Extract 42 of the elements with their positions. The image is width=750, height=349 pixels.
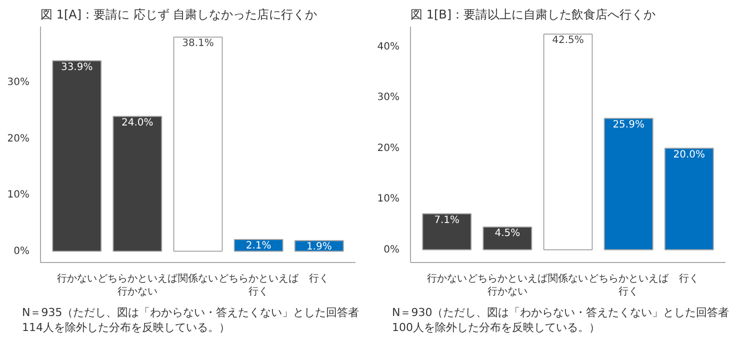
data-label: 4.5% (494, 228, 520, 239)
bar (604, 118, 654, 250)
data-label: 20.0% (673, 149, 706, 160)
chart-title: 図 1[A]：要請に 応じず 自粛しなかった店に行くか (40, 8, 318, 22)
data-label: 33.9% (60, 62, 93, 73)
data-label: 38.1% (182, 38, 214, 50)
y-tick-label: 0% (384, 244, 400, 256)
x-tick-label: どちらかといえば行かない (97, 274, 178, 298)
y-tick-label: 10% (7, 190, 30, 201)
bar (664, 148, 714, 250)
chart-title: 図 1[B]：要請以上に自粛した飲食店へ行くか (410, 8, 656, 22)
y-tick-label: 30% (7, 77, 30, 88)
bar (543, 34, 593, 250)
x-tick-label: 行く (679, 274, 700, 284)
data-label: 2.1% (246, 240, 272, 252)
bar (173, 36, 223, 252)
y-tick-label: 40% (377, 41, 400, 52)
y-tick-label: 30% (377, 92, 400, 104)
x-tick-label: 行かない (426, 274, 467, 284)
data-label: 24.0% (122, 117, 154, 128)
y-tick-label: 0% (14, 246, 30, 257)
bar (422, 213, 472, 250)
bar (234, 238, 284, 252)
text: N＝935（ただし、図は「わからない・答えたくない」とした回答者114人を除外した分布を反映している。） (22, 305, 360, 335)
x-tick-label: 関係ない (548, 272, 588, 284)
x-tick-label: どちらかといえば行かない (467, 274, 548, 298)
data-label: 25.9% (612, 119, 644, 130)
text: N＝930（ただし、図は「わからない・答えたくない」とした回答者100人を除外した分布を反映している。） (392, 305, 730, 335)
x-tick-label: 行く (309, 274, 330, 284)
y-tick-label: 20% (377, 142, 400, 154)
bar (112, 116, 162, 252)
x-tick-label: 行かない (56, 274, 97, 284)
bar (52, 60, 102, 252)
data-label: 7.1% (434, 214, 460, 226)
x-tick-label: どちらかといえば行く (218, 274, 300, 298)
x-tick-label: どちらかといえば行く (588, 274, 670, 298)
data-label: 42.5% (552, 35, 584, 46)
y-tick-label: 10% (377, 194, 400, 205)
bar (482, 226, 532, 250)
x-tick-label: 関係ない (178, 272, 218, 284)
data-label: 1.9% (306, 242, 332, 253)
y-tick-label: 20% (7, 133, 30, 144)
